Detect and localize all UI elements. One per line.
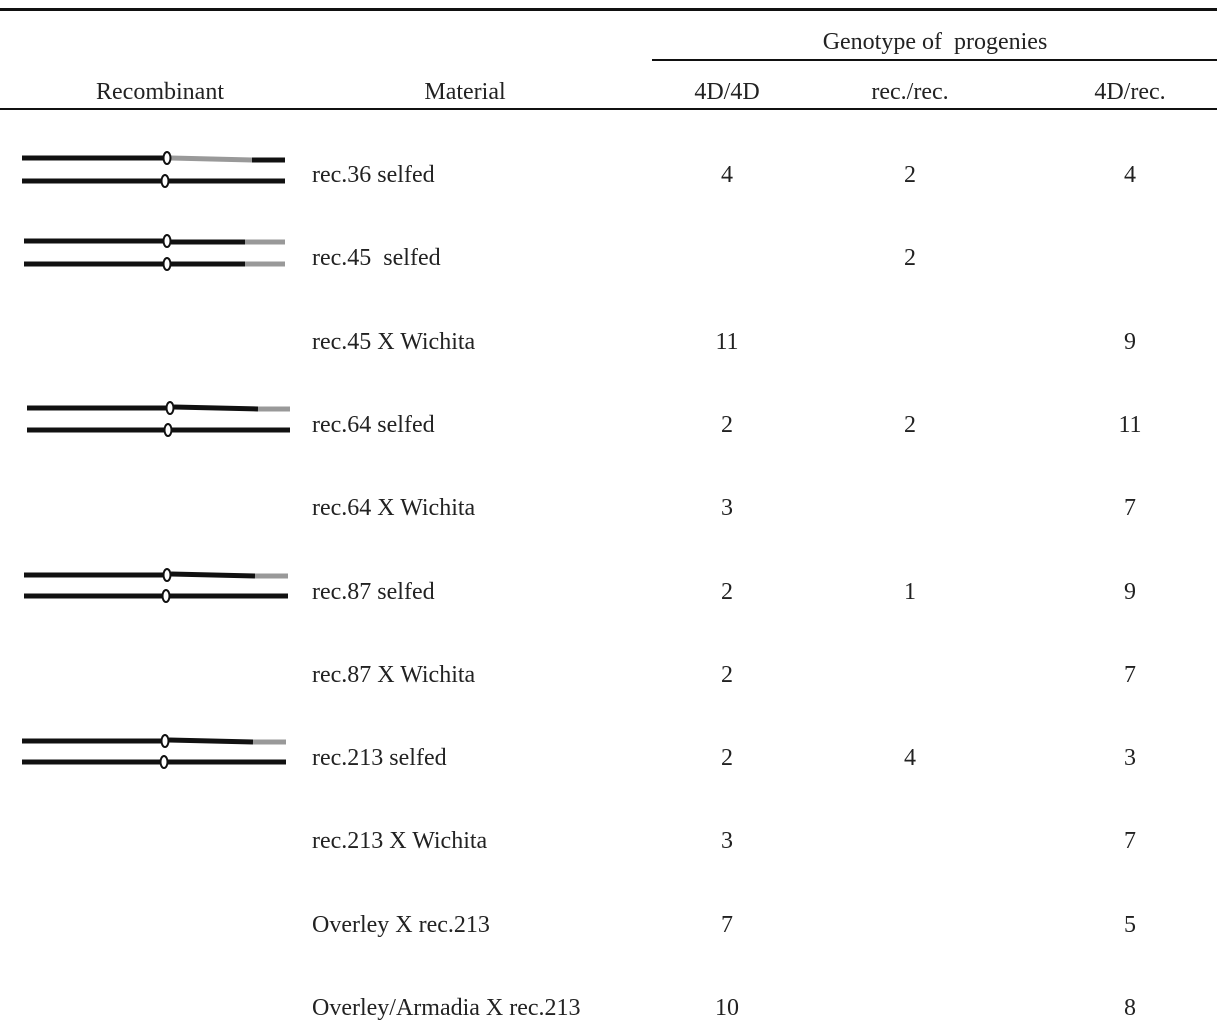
count-cell: 3	[721, 493, 733, 523]
material-cell: rec.213 selfed	[312, 743, 447, 773]
count-cell: 1	[904, 577, 916, 607]
count-cell: 4	[904, 743, 916, 773]
column-header: rec./rec.	[871, 77, 948, 107]
count-cell: 2	[904, 410, 916, 440]
count-cell: 2	[721, 410, 733, 440]
count-cell: 2	[721, 743, 733, 773]
material-cell: rec.213 X Wichita	[312, 826, 487, 856]
header-rule	[0, 108, 1217, 110]
material-cell: rec.45 X Wichita	[312, 327, 475, 357]
group-header: Genotype of progenies	[823, 27, 1048, 57]
group-rule	[652, 59, 1217, 61]
column-header: 4D/4D	[694, 77, 759, 107]
count-cell: 9	[1124, 327, 1136, 357]
count-cell: 3	[721, 826, 733, 856]
material-cell: rec.64 X Wichita	[312, 493, 475, 523]
count-cell: 2	[721, 660, 733, 690]
material-cell: rec.64 selfed	[312, 410, 435, 440]
count-cell: 7	[1124, 826, 1136, 856]
count-cell: 2	[904, 160, 916, 190]
column-header: 4D/rec.	[1094, 77, 1165, 107]
column-header: Recombinant	[96, 77, 224, 107]
count-cell: 7	[721, 910, 733, 940]
count-cell: 4	[1124, 160, 1136, 190]
count-cell: 11	[1118, 410, 1141, 440]
count-cell: 10	[715, 993, 739, 1020]
count-cell: 9	[1124, 577, 1136, 607]
material-cell: rec.87 selfed	[312, 577, 435, 607]
table-page: Genotype of progenies	[0, 0, 1217, 1020]
material-cell: Overley/Armadia X rec.213	[312, 993, 581, 1020]
recombinant-diagram	[0, 566, 300, 606]
recombinant-diagram	[0, 400, 300, 440]
count-cell: 7	[1124, 660, 1136, 690]
material-cell: rec.45 selfed	[312, 243, 441, 273]
count-cell: 3	[1124, 743, 1136, 773]
recombinant-diagram	[0, 733, 300, 773]
column-header: Material	[424, 77, 505, 107]
top-rule	[0, 8, 1217, 11]
count-cell: 8	[1124, 993, 1136, 1020]
recombinant-diagram	[0, 233, 300, 273]
material-cell: Overley X rec.213	[312, 910, 490, 940]
count-cell: 11	[715, 327, 738, 357]
count-cell: 5	[1124, 910, 1136, 940]
count-cell: 7	[1124, 493, 1136, 523]
count-cell: 4	[721, 160, 733, 190]
material-cell: rec.87 X Wichita	[312, 660, 475, 690]
recombinant-diagram	[0, 150, 300, 190]
count-cell: 2	[721, 577, 733, 607]
count-cell: 2	[904, 243, 916, 273]
material-cell: rec.36 selfed	[312, 160, 435, 190]
